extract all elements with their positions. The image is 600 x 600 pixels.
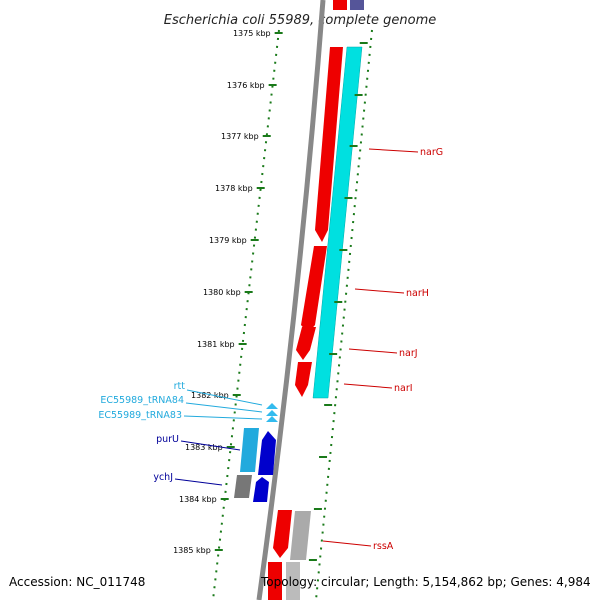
gene-top-red <box>333 0 347 10</box>
leader-line <box>174 478 223 486</box>
gene-label-narg: narG <box>420 147 443 158</box>
leader-line <box>186 389 263 406</box>
kbp-label: 1375 kbp <box>233 29 271 38</box>
leader-line <box>343 383 393 389</box>
leader-line <box>180 440 241 451</box>
gene-label-puru: purU <box>156 434 179 445</box>
trna-rtt <box>266 403 278 409</box>
kbp-label: 1381 kbp <box>197 340 235 349</box>
genome-summary: Topology: circular; Length: 5,154,862 bp… <box>261 575 591 589</box>
trna-84 <box>266 410 278 416</box>
kbp-label: 1384 kbp <box>179 495 217 504</box>
gene-rssA <box>273 510 292 558</box>
kbp-label: 1378 kbp <box>215 184 253 193</box>
gene-top-purple <box>350 0 364 10</box>
gene-narI <box>295 362 312 397</box>
genome-backbone <box>256 0 326 600</box>
accession-text: Accession: NC_011748 <box>9 575 146 589</box>
gene-labels: narG narH narJ narI rssA rtt EC55989_tRNA84 EC5… <box>98 147 443 552</box>
leader-line <box>368 148 419 153</box>
genome-title: Escherichia coli 55989, complete genome <box>164 13 436 28</box>
trna-83 <box>266 416 278 422</box>
leader-line <box>348 348 398 354</box>
gene-bottom-gray <box>286 562 300 600</box>
gene-cyan-reverse <box>312 46 363 399</box>
gene-label-ec55989_trna83: EC55989_tRNA83 <box>98 410 182 421</box>
kbp-label: 1377 kbp <box>221 132 259 141</box>
gene-label-ychj: ychJ <box>153 472 173 483</box>
gene-narJ <box>296 327 316 360</box>
kbp-label: 1380 kbp <box>203 288 241 297</box>
gene-label-narh: narH <box>406 288 429 299</box>
kbp-label: 1385 kbp <box>173 546 211 555</box>
gene-ychJ-gray <box>234 475 252 498</box>
kbp-ticks: 1375 kbp 1376 kbp 1377 kbp 1378 kbp 1379 kbp… <box>173 29 368 561</box>
gene-bottom-red <box>268 562 282 600</box>
gene-ychJ <box>253 477 269 502</box>
leader-line <box>183 415 263 420</box>
gene-label-rssa: rssA <box>373 541 394 552</box>
kbp-label: 1382 kbp <box>191 391 229 400</box>
kbp-label: 1383 kbp <box>185 443 223 452</box>
leader-line <box>322 540 372 547</box>
gene-label-nari: narI <box>394 383 413 394</box>
gene-purU <box>258 431 276 475</box>
kbp-label: 1379 kbp <box>209 236 247 245</box>
gene-purU-cyan <box>240 428 259 472</box>
gene-rssA-gray <box>290 511 311 560</box>
gene-narG <box>315 47 343 242</box>
gene-label-narj: narJ <box>399 348 418 359</box>
leader-line <box>185 402 263 413</box>
gene-label-rtt: rtt <box>174 381 186 392</box>
kbp-label: 1376 kbp <box>227 81 265 90</box>
leader-line <box>354 288 405 294</box>
gene-narH <box>301 246 327 333</box>
gene-label-ec55989_trna84: EC55989_tRNA84 <box>100 395 184 406</box>
